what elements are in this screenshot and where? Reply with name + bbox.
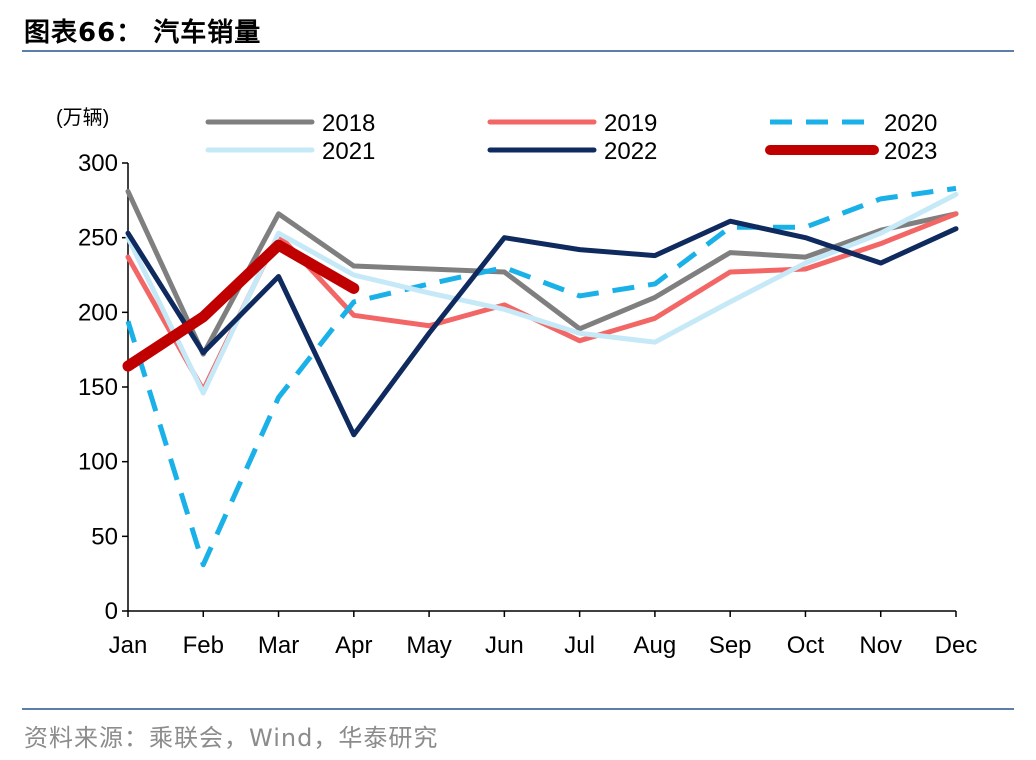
y-tick-label: 0 <box>105 598 118 625</box>
series-line-2020 <box>125 185 957 568</box>
y-tick-label: 50 <box>91 523 118 550</box>
x-tick-label: Mar <box>258 632 299 659</box>
legend-label-2020: 2020 <box>884 110 937 137</box>
x-tick-label: May <box>406 632 451 659</box>
x-tick-label: Nov <box>859 632 902 659</box>
x-tick-label: Jul <box>564 632 595 659</box>
series-line-2018 <box>125 188 959 357</box>
series-line-2023 <box>122 239 360 372</box>
y-tick-label: 250 <box>78 225 118 252</box>
series-line-2022 <box>125 218 959 438</box>
x-tick-label: Oct <box>787 632 825 659</box>
series-line-2021 <box>125 191 959 396</box>
line-chart: (万辆) 2018 2019 2020 2021 2022 2023 0 50 100 150 2… <box>56 106 977 659</box>
x-tick-label: Jan <box>109 632 148 659</box>
page-title: 图表66： 汽车销量 <box>24 18 262 48</box>
x-tick-label: Apr <box>335 632 372 659</box>
y-tick-label: 100 <box>78 449 118 476</box>
y-tick-label: 150 <box>78 374 118 401</box>
x-tick-label: Aug <box>634 632 677 659</box>
x-tick-label: Feb <box>183 632 224 659</box>
x-tick-label: Jun <box>485 632 524 659</box>
legend-label-2018: 2018 <box>322 110 375 137</box>
header-divider <box>22 50 1014 52</box>
legend-label-2019: 2019 <box>604 110 657 137</box>
footer-divider <box>22 708 1014 710</box>
x-tick-label: Dec <box>935 632 978 659</box>
axes: 0 50 100 150 200 250 300 Jan Feb Mar Apr May Jun Jul A… <box>78 150 977 659</box>
x-tick-label: Sep <box>709 632 752 659</box>
source-note: 资料来源：乘联会，Wind，华泰研究 <box>24 724 439 752</box>
y-tick-label: 300 <box>78 150 118 177</box>
legend: 2018 2019 2020 2021 2022 2023 <box>205 110 937 165</box>
legend-label-2022: 2022 <box>604 138 657 165</box>
legend-label-2021: 2021 <box>322 138 375 165</box>
unit-label: (万辆) <box>56 106 109 129</box>
y-tick-label: 200 <box>78 299 118 326</box>
series-layer <box>122 185 959 568</box>
legend-label-2023: 2023 <box>884 138 937 165</box>
